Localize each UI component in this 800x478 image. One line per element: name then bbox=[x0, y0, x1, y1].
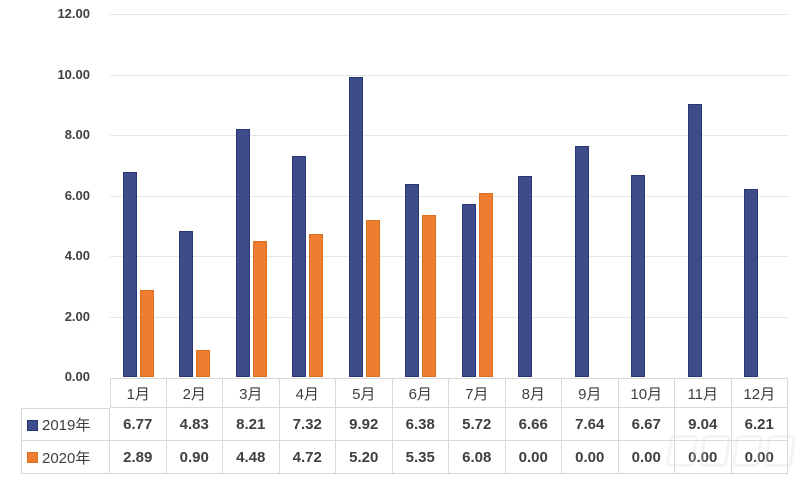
table-cell: 5.35 bbox=[392, 441, 449, 474]
bar-2020-m1 bbox=[140, 290, 154, 377]
table-cell: 0.00 bbox=[562, 441, 619, 474]
bar-2019-m3 bbox=[236, 129, 250, 377]
table-cell: 4.72 bbox=[279, 441, 336, 474]
gridline bbox=[110, 317, 788, 318]
bar-2019-m11 bbox=[688, 104, 702, 377]
table-cell: 7.64 bbox=[562, 408, 619, 441]
table-cell: 2.89 bbox=[110, 441, 167, 474]
gridline bbox=[110, 135, 788, 136]
gridline bbox=[110, 14, 788, 15]
bar-2019-m10 bbox=[631, 175, 645, 377]
table-cell: 9.04 bbox=[675, 408, 732, 441]
y-axis-tick-label: 8.00 bbox=[64, 127, 90, 142]
bar-2019-m8 bbox=[518, 176, 532, 377]
bar-2020-m5 bbox=[366, 220, 380, 377]
table-header-cell: 7月 bbox=[449, 378, 506, 408]
table-corner-spacer bbox=[21, 378, 110, 408]
legend-swatch-2020 bbox=[27, 452, 38, 463]
table-cell: 5.20 bbox=[336, 441, 393, 474]
bar-2019-m9 bbox=[575, 146, 589, 377]
bar-2019-m2 bbox=[179, 231, 193, 377]
gridline bbox=[110, 75, 788, 76]
table-header-cell: 4月 bbox=[279, 378, 336, 408]
bar-2019-m6 bbox=[405, 184, 419, 377]
legend-label: 2020年 bbox=[42, 449, 91, 467]
y-axis-tick-label: 2.00 bbox=[64, 309, 90, 324]
bar-2020-m3 bbox=[253, 241, 267, 377]
table-header-cell: 12月 bbox=[731, 378, 788, 408]
bar-2019-m4 bbox=[292, 156, 306, 377]
table-header-cell: 1月 bbox=[110, 378, 167, 408]
y-axis-tick-label: 12.00 bbox=[57, 6, 90, 21]
table-cell: 4.48 bbox=[223, 441, 280, 474]
bar-2019-m1 bbox=[123, 172, 137, 377]
table-header-cell: 6月 bbox=[392, 378, 449, 408]
bar-2020-m2 bbox=[196, 350, 210, 377]
legend-cell-2020: 2020年 bbox=[21, 441, 110, 474]
y-axis-tick-label: 10.00 bbox=[57, 67, 90, 82]
bar-2020-m4 bbox=[309, 234, 323, 377]
table-header-cell: 11月 bbox=[675, 378, 732, 408]
table-header-cell: 8月 bbox=[505, 378, 562, 408]
y-axis-tick-label: 6.00 bbox=[64, 188, 90, 203]
table-cell: 8.21 bbox=[223, 408, 280, 441]
data-table: 1月 2月 3月 4月 5月 6月 7月 8月 9月 10月 11月 12月 2019年 6.77 4.83… bbox=[21, 378, 788, 474]
table-cell: 6.77 bbox=[110, 408, 167, 441]
y-axis-tick-label: 4.00 bbox=[64, 248, 90, 263]
bar-2019-m5 bbox=[349, 77, 363, 377]
table-cell: 9.92 bbox=[336, 408, 393, 441]
gridline bbox=[110, 196, 788, 197]
table-cell: 6.66 bbox=[505, 408, 562, 441]
table-cell: 4.83 bbox=[166, 408, 223, 441]
y-axis-tick-label: 0.00 bbox=[64, 369, 90, 384]
legend-swatch-2019 bbox=[27, 419, 38, 431]
table-cell: 0.90 bbox=[166, 441, 223, 474]
table-cell: 5.72 bbox=[449, 408, 506, 441]
bar-2020-m6 bbox=[422, 215, 436, 377]
gridline bbox=[110, 256, 788, 257]
table-header-cell: 9月 bbox=[562, 378, 619, 408]
bar-2019-m12 bbox=[744, 189, 758, 377]
table-header-cell: 2月 bbox=[166, 378, 223, 408]
table-cell: 6.21 bbox=[731, 408, 788, 441]
bar-2019-m7 bbox=[462, 204, 476, 377]
table-cell: 6.08 bbox=[449, 441, 506, 474]
legend-cell-2019: 2019年 bbox=[21, 408, 110, 441]
table-cell: 6.67 bbox=[618, 408, 675, 441]
legend-label: 2019年 bbox=[42, 417, 91, 434]
table-cell: 0.00 bbox=[731, 441, 788, 474]
table-header-cell: 10月 bbox=[618, 378, 675, 408]
table-cell: 7.32 bbox=[279, 408, 336, 441]
table-cell: 0.00 bbox=[675, 441, 732, 474]
plot-area: 0.00 2.00 4.00 6.00 8.00 10.00 12.00 bbox=[57, 6, 788, 384]
table-header-cell: 3月 bbox=[223, 378, 280, 408]
table-cell: 6.38 bbox=[392, 408, 449, 441]
table-header-cell: 5月 bbox=[336, 378, 393, 408]
table-cell: 0.00 bbox=[505, 441, 562, 474]
bar-2020-m7 bbox=[479, 193, 493, 377]
table-cell: 0.00 bbox=[618, 441, 675, 474]
